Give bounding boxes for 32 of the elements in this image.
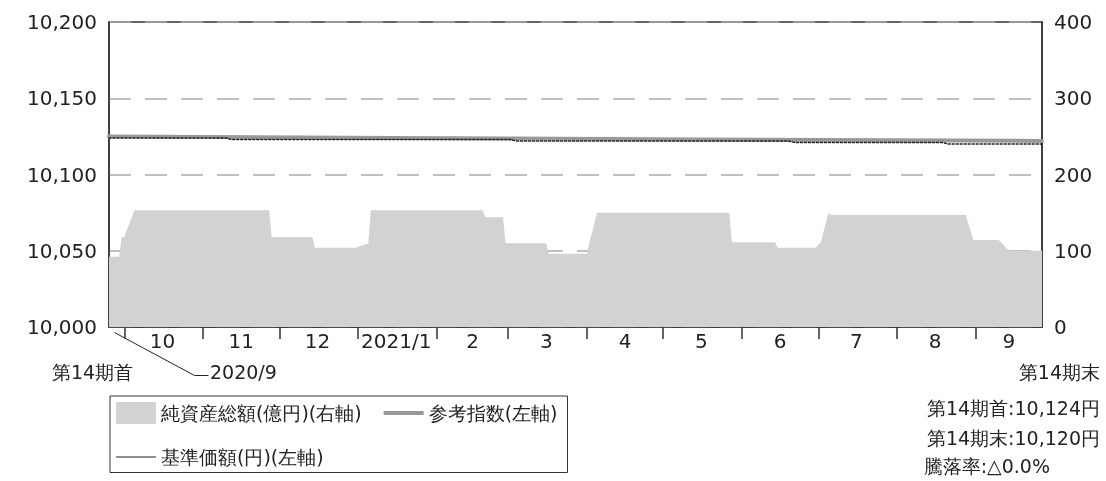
text: 第14期首:10,124円 <box>926 396 1100 419</box>
y-tick-label: 10,050 <box>27 238 97 263</box>
x-tick-label: 3 <box>539 329 553 353</box>
x-tick-label: 9 <box>1002 329 1016 353</box>
text: 2020/9 <box>210 360 277 383</box>
x-tick-label: 7 <box>850 329 863 353</box>
text: 第14期末:10,120円 <box>926 426 1100 449</box>
y2-tick-label: 0 <box>1054 315 1067 339</box>
x-tick-label: 11 <box>228 329 254 353</box>
x-tick-label: 8 <box>928 329 942 353</box>
legend-label: 純資産総額(億円)(右軸) <box>161 402 362 424</box>
y2-tick-label: 400 <box>1054 10 1093 34</box>
x-tick-label: 12 <box>304 329 331 353</box>
line-series <box>108 137 1043 145</box>
x-tick-label: 5 <box>694 329 708 353</box>
y2-tick-label: 100 <box>1054 238 1093 263</box>
y2-tick-label: 200 <box>1054 162 1093 187</box>
y-tick-label: 10,100 <box>27 162 97 187</box>
text: 第14期首 <box>52 360 134 383</box>
x-tick-label: 4 <box>618 329 632 353</box>
text: 第14期末 <box>1018 360 1101 383</box>
y2-tick-label: 300 <box>1054 86 1093 111</box>
x-tick-label: 2021/1 <box>361 329 432 353</box>
legend-label: 参考指数(左軸) <box>428 402 558 424</box>
x-tick-label: 10 <box>149 329 176 353</box>
x-tick-label: 6 <box>773 329 787 353</box>
y-tick-label: 10,200 <box>27 10 97 34</box>
x-tick-label: 2 <box>466 329 479 353</box>
y-tick-label: 10,000 <box>27 315 97 339</box>
text: 騰落率:△0.0% <box>923 454 1051 477</box>
legend-label: 基準価額(円)(左軸) <box>161 446 324 468</box>
y-tick-label: 10,150 <box>27 86 97 111</box>
